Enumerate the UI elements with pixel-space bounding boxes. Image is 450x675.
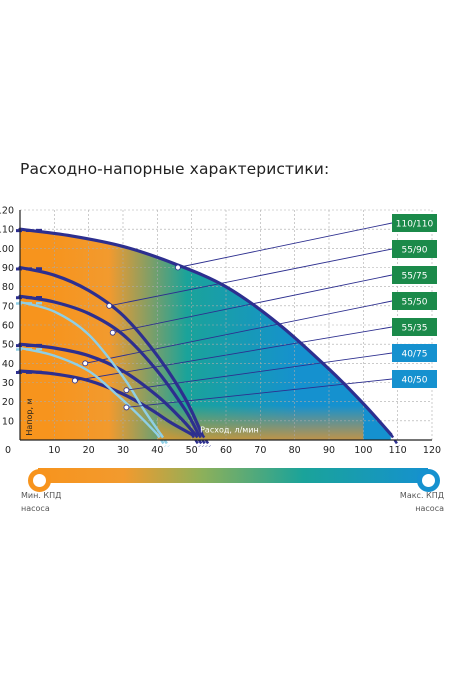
curve-55-35 [18,369,194,436]
x-tick-label: 120 [423,445,441,456]
y-tick-label: 90 [2,263,14,274]
curve-40-50 [18,346,159,436]
curve-55-50 [18,342,197,436]
min-efficiency-marker [28,469,51,492]
curve-110-110 [18,227,393,436]
y-tick-label: 80 [2,282,14,293]
y-tick-label: 70 [2,301,14,312]
leader-line [112,274,393,334]
min-efficiency-label-line2: насоса [21,504,50,513]
y-tick-label: 20 [2,397,14,408]
curve-marker [175,264,181,271]
operating-area-fill [20,229,391,440]
y-tick-label: 40 [2,359,14,370]
x-tick-label: 110 [389,445,407,456]
x-tick-label: 0 [5,445,11,456]
leader-line [74,326,393,382]
curves [15,222,400,447]
leader-line [109,248,393,307]
x-tick-label: 40 [151,445,163,456]
y-tick-label: 110 [0,225,14,236]
axes: 0 10 20 30 40 50 60 70 80 90 100 110 120 10 20 30 40 50 60… [0,206,441,457]
x-axis-label: Расход, л/мин [200,426,259,435]
legend-label: 55/90 [402,246,428,256]
leader-line [126,352,393,391]
legend-box [392,292,437,310]
legend-box [392,318,437,336]
x-tick-label: 20 [83,445,95,456]
x-tick-label: 100 [354,445,372,456]
y-tick-label: 30 [2,378,14,389]
min-efficiency-label-line1: Мин. КПД [21,491,62,500]
y-tick-label: 50 [2,340,14,351]
x-tick-label: 70 [254,445,266,456]
curve-55-90 [18,265,204,436]
min-efficiency-label: Мин. КПД насоса [21,489,61,515]
legend-box [392,370,437,388]
leader-line [85,300,393,364]
max-efficiency-label: Макс. КПД насоса [382,489,444,515]
x-tick-label: 30 [117,445,129,456]
curve-40-75 [18,300,162,436]
curve-marker [109,329,116,336]
legend-label: 110/110 [396,220,434,230]
x-tick-label: 50 [186,445,198,456]
y-tick-label: 120 [0,206,14,217]
efficiency-gradient-bar [38,468,428,483]
leader-line [177,222,393,268]
leader-line [126,378,393,408]
legend-box [392,266,437,284]
legend: 110/110 55/90 55/75 55/50 55/35 40/75 40/50 [392,214,437,388]
max-efficiency-label-line2: насоса [415,504,444,513]
chart-title: Расходно-напорные характеристики: [20,160,330,178]
x-tick-label: 60 [220,445,232,456]
y-tick-label: 10 [2,416,14,427]
x-tick-label: 80 [289,445,301,456]
x-tick-label: 10 [48,445,60,456]
max-efficiency-label-line1: Макс. КПД [399,491,444,500]
legend-label: 55/75 [402,272,428,282]
curve-marker [123,387,130,394]
legend-box [392,240,437,258]
x-tick-label: 90 [323,445,335,456]
y-tick-label: 60 [2,321,14,332]
curve-marker [72,377,78,384]
legend-label: 40/50 [402,376,428,386]
y-tick-label: 100 [0,244,14,255]
legend-box [392,214,437,232]
legend-label: 55/35 [402,324,428,334]
legend-box [392,344,437,362]
legend-label: 40/75 [402,350,428,360]
curve-marker [82,360,89,367]
max-efficiency-marker [417,469,440,492]
legend-label: 55/50 [402,298,428,308]
y-axis-label: Напор, м [25,398,34,435]
curve-marker [106,302,113,309]
curve-marker [123,404,130,411]
curve-55-75 [18,294,201,436]
